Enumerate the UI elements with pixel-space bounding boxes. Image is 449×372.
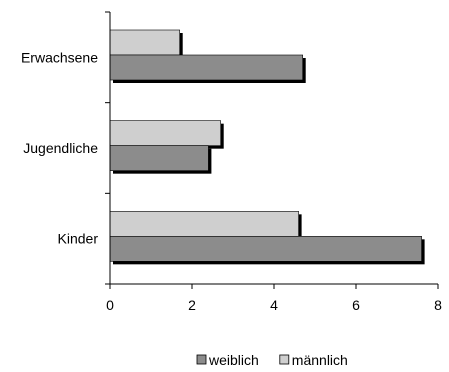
x-tick-label: 8 xyxy=(434,297,442,313)
legend-label-weiblich: weiblich xyxy=(208,352,259,368)
y-tick-label: Erwachsene xyxy=(21,49,98,65)
legend-label-männlich: männlich xyxy=(292,352,348,368)
x-tick-label: 2 xyxy=(188,297,196,313)
bar-weiblich-Kinder xyxy=(109,236,422,262)
y-tick-label: Kinder xyxy=(58,231,99,247)
x-tick-label: 6 xyxy=(352,297,360,313)
legend-swatch-weiblich xyxy=(196,354,207,365)
bar-weiblich-Jugendliche xyxy=(109,145,209,171)
bar-männlich-Kinder xyxy=(109,211,299,237)
bar-männlich-Erwachsene xyxy=(109,29,180,56)
bars-layer xyxy=(109,29,425,265)
legend: weiblich männlich xyxy=(196,352,348,368)
legend-swatch-männlich xyxy=(279,354,290,365)
ticks-layer: Kinder Jugendliche Erwachsene 0 2 4 6 8 xyxy=(21,11,442,313)
x-tick-label: 0 xyxy=(106,297,114,313)
bar-männlich-Jugendliche xyxy=(109,120,221,146)
bar-weiblich-Erwachsene xyxy=(109,54,303,81)
y-tick-label: Jugendliche xyxy=(23,140,98,156)
x-tick-label: 4 xyxy=(270,297,278,313)
